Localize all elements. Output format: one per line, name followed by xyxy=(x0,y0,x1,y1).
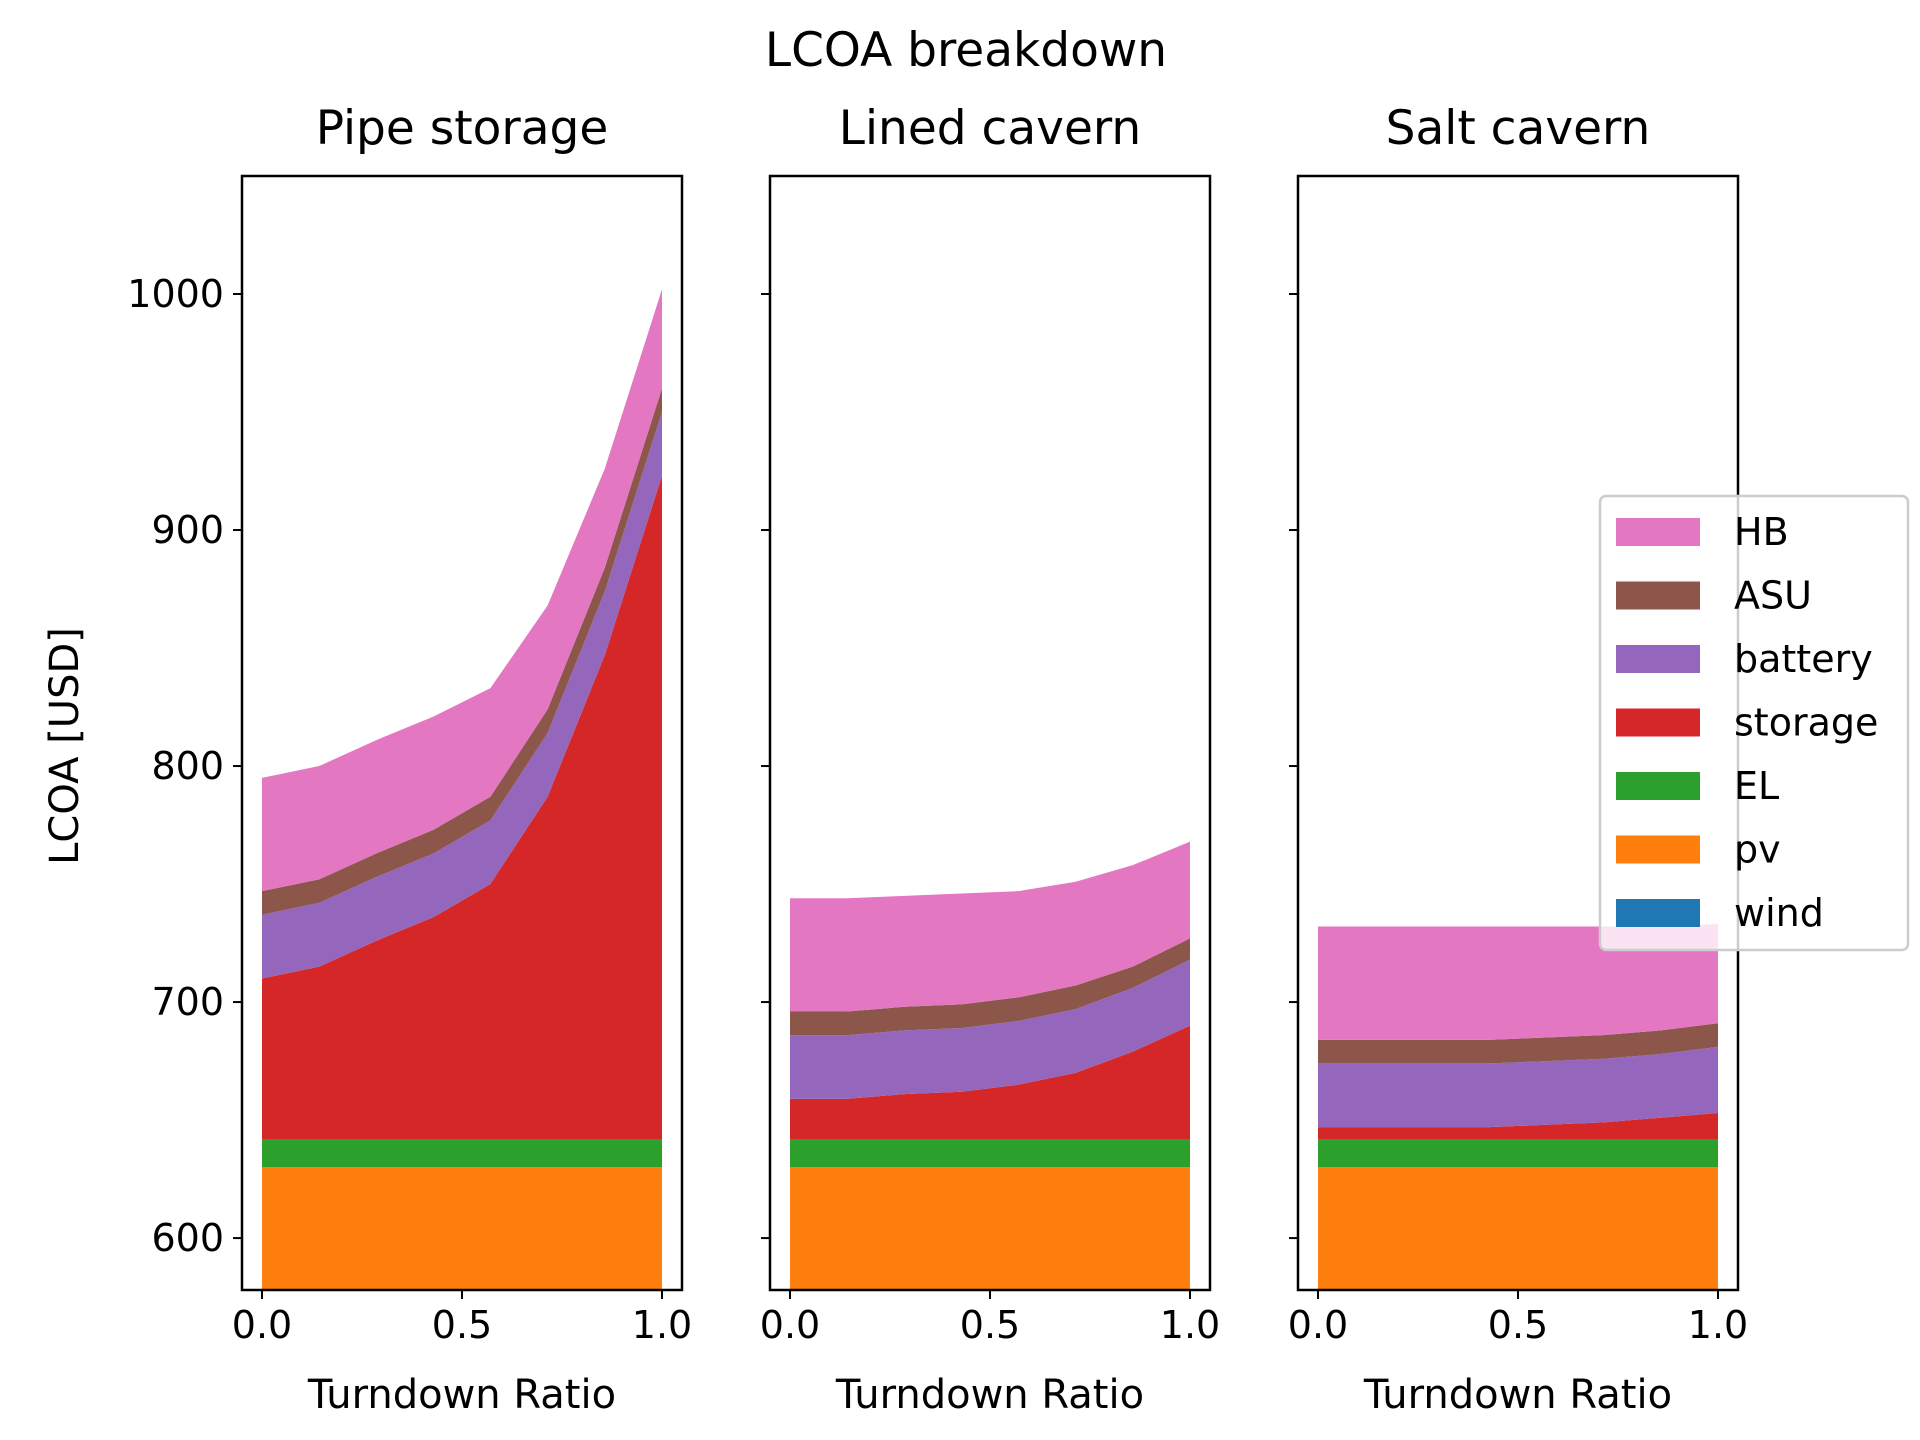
panel-0: Pipe storage 0.0 0.5 1.0 600 700 800 900 1000 Tur… xyxy=(127,101,692,1418)
x-tick-label: 1.0 xyxy=(632,1303,692,1347)
y-axis-label: LCOA [USD] xyxy=(42,627,88,865)
panel-title: Salt cavern xyxy=(1386,101,1651,156)
area-el xyxy=(790,1138,1190,1168)
panel-1: Lined cavern 0.0 0.5 1.0 Turndown Ratio xyxy=(760,101,1220,1418)
x-axis-label: Turndown Ratio xyxy=(307,1372,616,1418)
x-tick-label: 0.0 xyxy=(1288,1303,1348,1347)
area-hb xyxy=(1318,924,1718,1040)
area-pv xyxy=(1318,1167,1718,1290)
y-tick-label: 700 xyxy=(151,980,224,1024)
y-tick-label: 1000 xyxy=(127,272,224,316)
legend-label-storage: storage xyxy=(1734,701,1878,745)
legend-swatch-battery xyxy=(1616,645,1700,673)
area-storage xyxy=(790,1025,1190,1139)
x-tick-label: 1.0 xyxy=(1688,1303,1748,1347)
legend-swatch-pv xyxy=(1616,835,1700,864)
x-tick-label: 1.0 xyxy=(1160,1303,1220,1347)
legend-label-battery: battery xyxy=(1734,637,1873,681)
panel-title: Lined cavern xyxy=(839,101,1141,156)
legend-label-wind: wind xyxy=(1734,891,1824,935)
panel-2: Salt cavern 0.0 0.5 1.0 Turndown Ratio xyxy=(1288,101,1748,1418)
y-tick-label: 800 xyxy=(151,744,224,788)
x-tick-label: 0.0 xyxy=(760,1303,820,1347)
y-tick-label: 600 xyxy=(151,1216,224,1260)
x-tick-label: 0.0 xyxy=(232,1303,292,1347)
y-tick-label: 900 xyxy=(151,508,224,552)
area-storage xyxy=(1318,1112,1718,1139)
area-battery xyxy=(790,959,1190,1099)
legend-swatch-storage xyxy=(1616,708,1700,737)
legend-label-pv: pv xyxy=(1734,828,1781,872)
area-storage xyxy=(262,475,662,1139)
legend-label-hb: HB xyxy=(1734,510,1789,554)
x-tick-label: 0.5 xyxy=(1488,1303,1548,1347)
legend-label-el: EL xyxy=(1734,764,1779,808)
x-axis-label: Turndown Ratio xyxy=(835,1372,1144,1418)
chart-title: LCOA breakdown xyxy=(765,23,1167,78)
area-el xyxy=(1318,1138,1718,1168)
area-pv xyxy=(790,1167,1190,1290)
x-axis-label: Turndown Ratio xyxy=(1363,1372,1672,1418)
legend-swatch-asu xyxy=(1616,581,1700,610)
area-hb xyxy=(790,841,1190,1012)
panel-title: Pipe storage xyxy=(316,101,609,156)
area-asu xyxy=(1318,1023,1718,1064)
area-el xyxy=(262,1138,662,1168)
panels: Pipe storage 0.0 0.5 1.0 600 700 800 900 1000 Tur… xyxy=(127,101,1748,1418)
area-asu xyxy=(790,938,1190,1036)
legend-swatch-el xyxy=(1616,772,1700,800)
area-battery xyxy=(262,412,662,979)
area-hb xyxy=(262,289,662,892)
legend-label-asu: ASU xyxy=(1734,574,1812,618)
area-pv xyxy=(262,1167,662,1290)
legend-swatch-wind xyxy=(1616,899,1700,927)
area-battery xyxy=(1318,1046,1718,1128)
legend: HB ASU battery storage EL pv wind xyxy=(1598,494,1910,952)
x-tick-label: 0.5 xyxy=(432,1303,492,1347)
x-tick-label: 0.5 xyxy=(960,1303,1020,1347)
legend-swatch-hb xyxy=(1616,518,1700,546)
